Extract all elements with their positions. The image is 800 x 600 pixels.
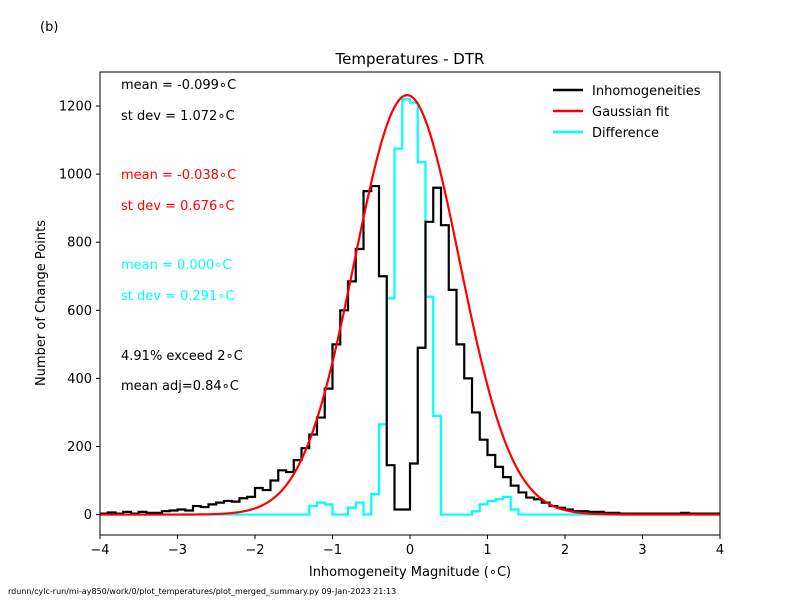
footer-text: rdunn/cylc-run/mi-ay850/work/0/plot_temp… xyxy=(8,587,396,596)
legend-label-difference: Difference xyxy=(592,126,659,141)
stat-cyan-mean: mean = 0.000∘C xyxy=(121,258,231,273)
x-tick-label: −4 xyxy=(90,543,109,558)
x-tick-label: −2 xyxy=(245,543,264,558)
y-tick-label: 600 xyxy=(67,304,92,319)
y-axis-label: Number of Change Points xyxy=(34,220,49,386)
axes-layer: −4 −3 −2 −1 0 1 2 3 4 0 200 400 600 800 1000 1200 xyxy=(59,100,724,558)
y-tick-label: 1200 xyxy=(59,100,92,115)
y-tick-label: 400 xyxy=(67,372,92,387)
x-axis-label: Inhomogeneity Magnitude (∘C) xyxy=(309,565,511,580)
x-tick-label: 2 xyxy=(561,543,569,558)
x-tick-label: 0 xyxy=(406,543,414,558)
x-tick-label: −1 xyxy=(323,543,342,558)
x-tick-label: 1 xyxy=(483,543,491,558)
series-difference xyxy=(100,98,720,516)
stat-red-mean: mean = -0.038∘C xyxy=(121,168,236,183)
plot-area xyxy=(100,72,720,535)
stat-red-stdev: st dev = 0.676∘C xyxy=(121,199,235,214)
stat-mean-adj: mean adj=0.84∘C xyxy=(121,379,239,394)
y-tick-label: 200 xyxy=(67,440,92,455)
stat-cyan-stdev: st dev = 0.291∘C xyxy=(121,289,235,304)
x-tick-label: 4 xyxy=(716,543,724,558)
series-layer xyxy=(100,94,720,516)
x-tick-label: −3 xyxy=(168,543,187,558)
y-tick-label: 800 xyxy=(67,236,92,251)
chart-title: Temperatures - DTR xyxy=(335,50,485,68)
legend-label-gaussian: Gaussian fit xyxy=(592,105,669,120)
stat-black-mean: mean = -0.099∘C xyxy=(121,78,236,93)
panel-label: (b) xyxy=(40,20,58,35)
legend: Inhomogeneities Gaussian fit Difference xyxy=(553,84,701,141)
legend-label-inhomogeneities: Inhomogeneities xyxy=(592,84,701,99)
stat-black-stdev: st dev = 1.072∘C xyxy=(121,109,235,124)
x-tick-label: 3 xyxy=(638,543,646,558)
y-tick-label: 0 xyxy=(84,508,92,523)
series-gaussian-fit xyxy=(100,94,720,516)
stat-exceed: 4.91% exceed 2∘C xyxy=(121,349,243,364)
y-tick-label: 1000 xyxy=(59,168,92,183)
